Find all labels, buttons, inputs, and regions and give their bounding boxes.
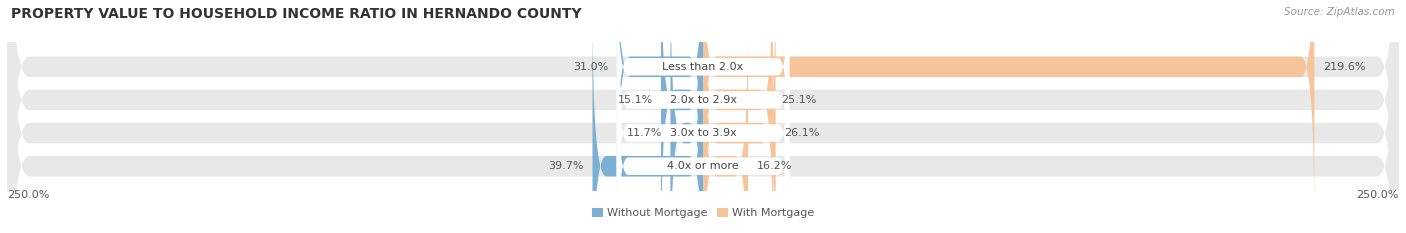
FancyBboxPatch shape xyxy=(7,0,1399,233)
FancyBboxPatch shape xyxy=(703,0,773,233)
Text: 39.7%: 39.7% xyxy=(548,161,583,171)
FancyBboxPatch shape xyxy=(617,0,789,224)
FancyBboxPatch shape xyxy=(671,0,703,233)
Text: 3.0x to 3.9x: 3.0x to 3.9x xyxy=(669,128,737,138)
Text: 2.0x to 2.9x: 2.0x to 2.9x xyxy=(669,95,737,105)
FancyBboxPatch shape xyxy=(703,0,776,233)
Text: 31.0%: 31.0% xyxy=(574,62,609,72)
Text: Source: ZipAtlas.com: Source: ZipAtlas.com xyxy=(1284,7,1395,17)
Text: 250.0%: 250.0% xyxy=(1357,190,1399,200)
FancyBboxPatch shape xyxy=(592,11,703,233)
Text: 15.1%: 15.1% xyxy=(617,95,652,105)
Legend: Without Mortgage, With Mortgage: Without Mortgage, With Mortgage xyxy=(592,208,814,218)
FancyBboxPatch shape xyxy=(7,0,1399,233)
FancyBboxPatch shape xyxy=(7,0,1399,233)
Text: 219.6%: 219.6% xyxy=(1323,62,1365,72)
Text: 11.7%: 11.7% xyxy=(627,128,662,138)
Text: 26.1%: 26.1% xyxy=(785,128,820,138)
Text: 250.0%: 250.0% xyxy=(7,190,49,200)
FancyBboxPatch shape xyxy=(617,9,789,233)
Text: 16.2%: 16.2% xyxy=(756,161,792,171)
FancyBboxPatch shape xyxy=(703,0,1315,222)
Text: 25.1%: 25.1% xyxy=(782,95,817,105)
FancyBboxPatch shape xyxy=(617,42,789,233)
FancyBboxPatch shape xyxy=(703,11,748,233)
FancyBboxPatch shape xyxy=(7,0,1399,233)
Text: 4.0x or more: 4.0x or more xyxy=(668,161,738,171)
Text: PROPERTY VALUE TO HOUSEHOLD INCOME RATIO IN HERNANDO COUNTY: PROPERTY VALUE TO HOUSEHOLD INCOME RATIO… xyxy=(11,7,582,21)
FancyBboxPatch shape xyxy=(617,0,789,191)
FancyBboxPatch shape xyxy=(661,0,703,233)
Text: Less than 2.0x: Less than 2.0x xyxy=(662,62,744,72)
FancyBboxPatch shape xyxy=(617,0,703,222)
